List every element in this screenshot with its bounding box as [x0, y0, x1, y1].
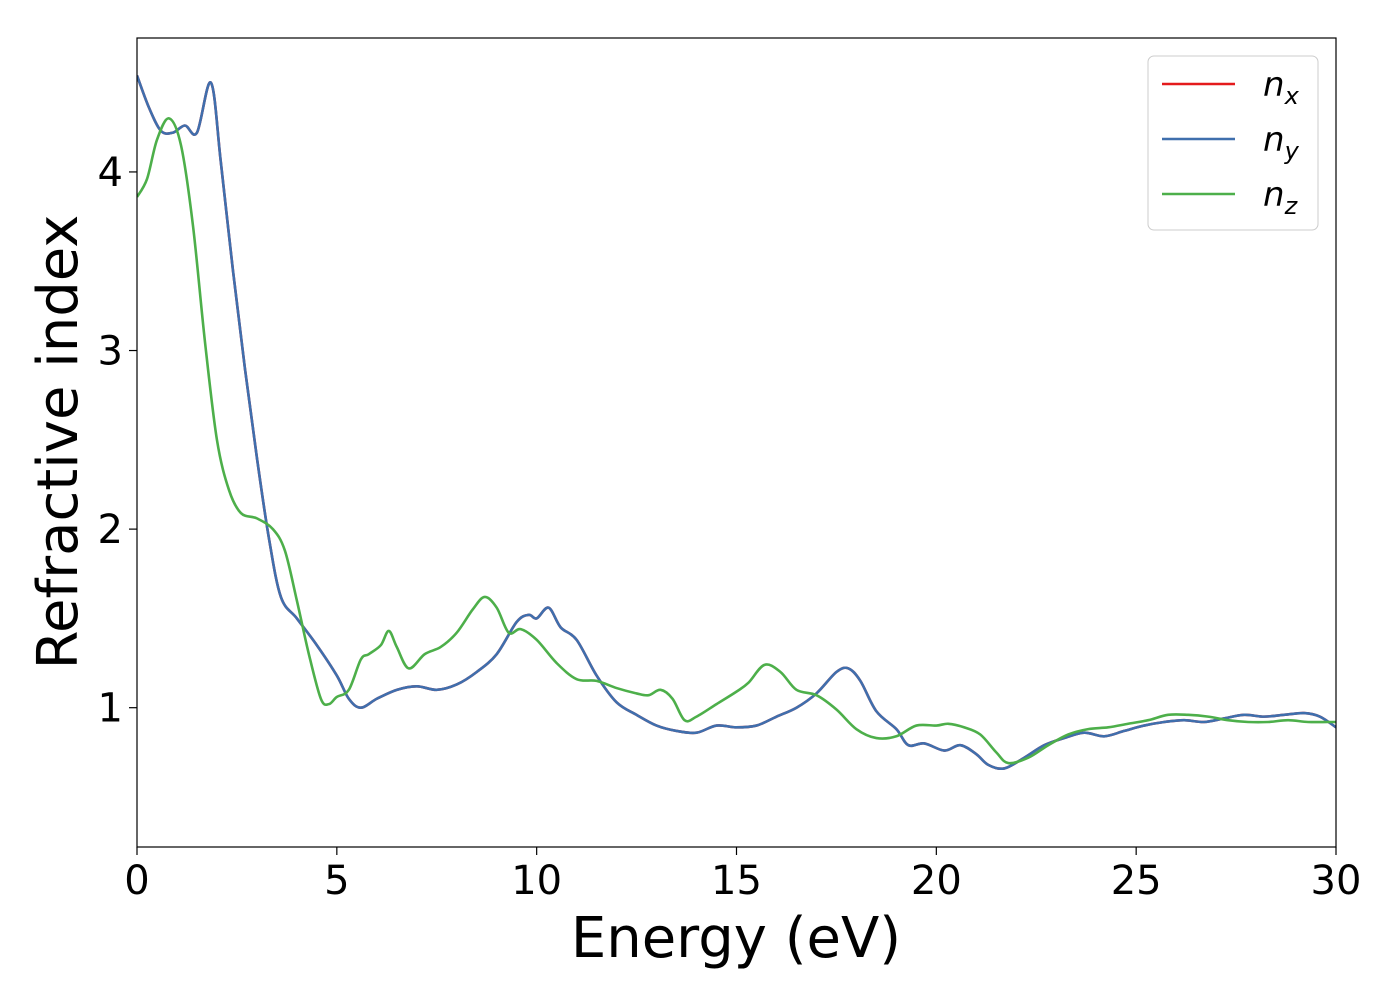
legend-label-x: nx	[1263, 65, 1300, 110]
x-tick-label: 0	[124, 858, 149, 904]
y-tick-label: 1	[98, 686, 123, 732]
x-axis: 0 5 10 15 20 25 30	[124, 847, 1361, 904]
series-line-y	[137, 75, 1336, 771]
x-tick-label: 5	[324, 858, 349, 904]
y-axis: 1 2 3 4	[98, 150, 137, 732]
y-tick-label: 3	[98, 329, 123, 375]
y-tick-label: 2	[98, 507, 123, 553]
x-tick-label: 25	[1111, 858, 1162, 904]
legend-label-z: nz	[1263, 175, 1299, 220]
x-tick-label: 10	[511, 858, 562, 904]
x-axis-title: Energy (eV)	[571, 906, 901, 971]
legend-label-y: ny	[1263, 120, 1300, 165]
x-tick-label: 30	[1311, 858, 1362, 904]
legend: nx ny nz	[1147, 55, 1319, 231]
series-layer	[137, 75, 1336, 771]
x-tick-label: 20	[911, 858, 962, 904]
y-axis-title: Refractive index	[26, 215, 91, 670]
y-tick-label: 4	[98, 150, 123, 196]
legend-box	[1147, 55, 1319, 231]
x-tick-label: 15	[711, 858, 762, 904]
series-line-z	[137, 117, 1336, 765]
